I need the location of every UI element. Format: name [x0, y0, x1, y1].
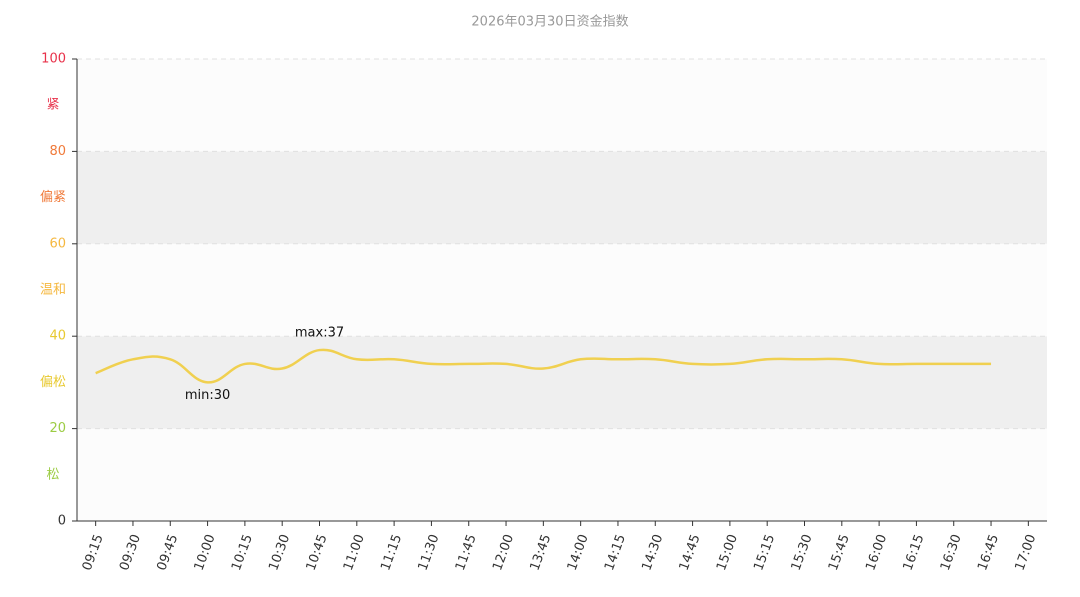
x-tick-label: 14:30 — [639, 532, 666, 572]
x-tick-label: 09:15 — [80, 532, 107, 572]
x-tick-label: 17:00 — [1012, 532, 1039, 572]
x-tick-label: 16:15 — [901, 532, 928, 572]
x-tick-label: 11:30 — [416, 532, 443, 572]
x-tick-label: 09:45 — [154, 532, 181, 572]
x-tick-label: 16:45 — [975, 532, 1002, 572]
x-tick-label: 10:45 — [304, 532, 331, 572]
x-tick-label: 15:15 — [751, 532, 778, 572]
x-tick-label: 16:00 — [863, 532, 890, 572]
y-tick-label: 20 — [49, 421, 66, 436]
min-annotation: min:30 — [185, 388, 230, 403]
x-tick-label: 12:00 — [490, 532, 517, 572]
x-tick-label: 09:30 — [117, 532, 144, 572]
band — [77, 59, 1047, 152]
x-tick-label: 14:45 — [677, 532, 704, 572]
band-label: 松 — [46, 467, 59, 482]
band — [77, 151, 1047, 244]
x-tick-label: 15:00 — [714, 532, 741, 572]
x-tick-label: 13:45 — [527, 532, 554, 572]
x-tick-label: 11:45 — [453, 532, 480, 572]
y-tick-label: 80 — [49, 144, 66, 159]
band-label: 偏紧 — [40, 190, 66, 205]
y-tick-label: 0 — [58, 514, 66, 529]
x-tick-label: 11:15 — [378, 532, 405, 572]
chart-title: 2026年03月30日资金指数 — [471, 14, 628, 30]
x-tick-label: 10:00 — [192, 532, 219, 572]
x-tick-label: 14:15 — [602, 532, 629, 572]
x-tick-label: 11:00 — [341, 532, 368, 572]
x-tick-label: 10:30 — [266, 532, 293, 572]
band-label: 偏松 — [40, 375, 66, 390]
max-annotation: max:37 — [295, 326, 344, 341]
band — [77, 428, 1047, 521]
x-tick-label: 14:00 — [565, 532, 592, 572]
line — [95, 348, 992, 384]
band — [77, 336, 1047, 429]
band — [77, 243, 1047, 337]
y-tick-label: 60 — [49, 236, 66, 251]
y-tick-label: 40 — [49, 329, 66, 344]
x-tick-label: 15:30 — [789, 532, 816, 572]
x-tick-label: 10:15 — [229, 532, 256, 572]
y-tick-label: 100 — [41, 52, 66, 67]
band-label: 紧 — [46, 98, 59, 113]
x-tick-label: 15:45 — [826, 532, 853, 572]
x-tick-label: 16:30 — [938, 532, 965, 572]
band-label: 温和 — [40, 283, 66, 298]
